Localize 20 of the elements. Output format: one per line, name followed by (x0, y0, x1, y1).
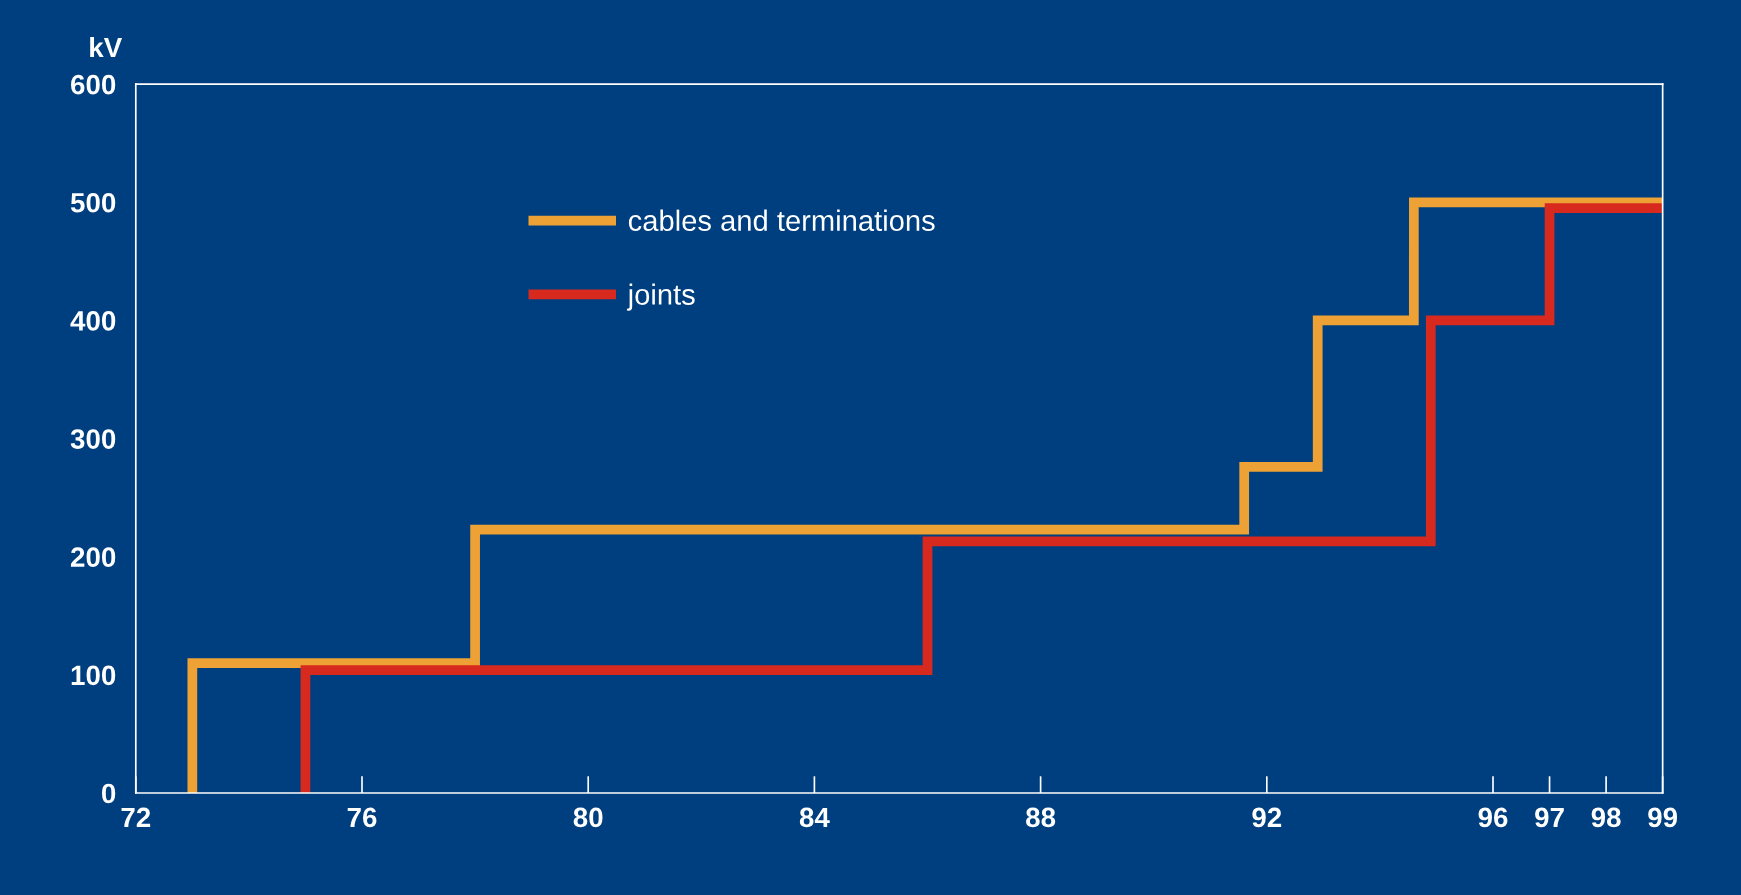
x-tick-label: 96 (1478, 807, 1508, 828)
x-tick-label: 92 (1252, 807, 1282, 828)
y-tick-label: 300 (70, 429, 116, 449)
legend-label: joints (626, 283, 695, 311)
y-tick-label: 200 (70, 547, 116, 568)
x-tick-label: 84 (799, 807, 830, 828)
x-tick-label: 80 (573, 807, 603, 828)
x-tick-label: 99 (1648, 807, 1678, 828)
legend-label: cables and terminations (628, 209, 935, 232)
x-tick-label: 97 (1535, 807, 1564, 828)
x-tick-label: 76 (347, 807, 377, 828)
y-tick-label: 0 (102, 783, 116, 804)
x-tick-label: 72 (121, 807, 151, 827)
y-tick-label: 100 (71, 665, 116, 686)
y-tick-label: 600 (71, 74, 116, 95)
y-axis-title: kV (90, 36, 123, 58)
y-tick-label: 400 (70, 311, 116, 331)
y-tick-label: 500 (70, 192, 116, 213)
x-tick-label: 98 (1591, 807, 1621, 828)
x-tick-label: 88 (1026, 807, 1056, 828)
